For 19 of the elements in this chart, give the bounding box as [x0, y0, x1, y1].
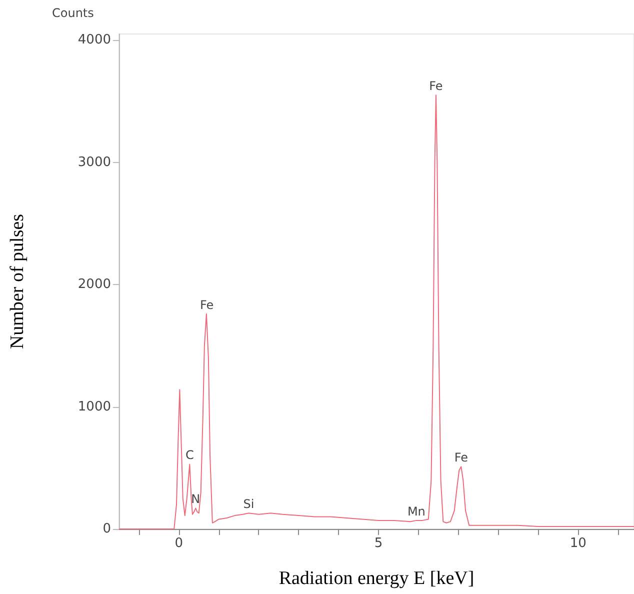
x-tick-label: 5 [374, 536, 383, 551]
annotation: Fe [429, 79, 443, 94]
y-axis-title: Number of pulses [7, 214, 28, 350]
text: Counts [52, 6, 94, 20]
x-tick-label: 10 [570, 536, 586, 551]
x-axis-title: Radiation energy E [keV] [278, 568, 474, 589]
y-tick-label: 1000 [78, 399, 111, 414]
x-tick-label: 0 [174, 536, 184, 551]
annotation: N [191, 492, 200, 506]
y-tick-label: 4000 [78, 32, 111, 48]
annotation: Fe [454, 450, 468, 465]
annotation: Si [243, 497, 254, 512]
line-series [118, 94, 634, 530]
y-tick-label: 0 [102, 522, 111, 536]
y-tick-label: 2000 [78, 277, 111, 292]
annotation: Mn [407, 504, 426, 518]
annotation: C [185, 448, 194, 462]
y-tick-label: 3000 [78, 154, 111, 170]
annotation: Fe [200, 298, 214, 312]
